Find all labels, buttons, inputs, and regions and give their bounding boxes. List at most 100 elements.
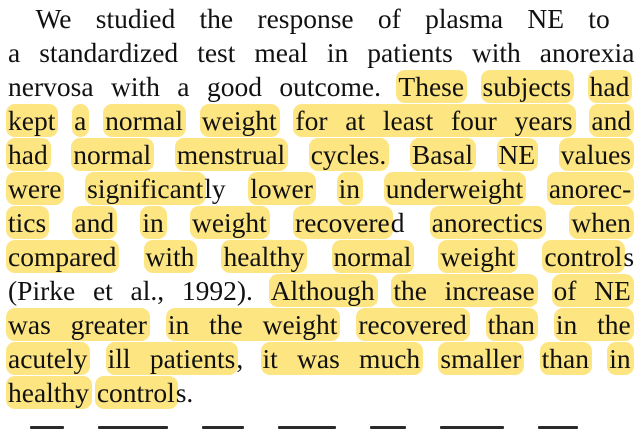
plain-text [572, 71, 589, 102]
highlighted-text: in [336, 172, 363, 205]
highlighted-text: tics [6, 206, 50, 239]
plain-text [387, 139, 412, 170]
highlighted-text: menstrual [174, 138, 289, 171]
highlighted-text: with [143, 240, 198, 273]
highlighted-text: normal [71, 138, 155, 171]
highlighted-text: had [6, 138, 51, 171]
plain-text [361, 173, 386, 204]
plain-text: ly [204, 173, 251, 204]
plain-text [536, 139, 561, 170]
plain-text [338, 309, 358, 340]
highlighted-text: compared [6, 240, 120, 273]
highlighted-text: had [587, 70, 633, 103]
plain-text [148, 309, 168, 340]
highlighted-text: kept [6, 104, 59, 137]
plain-text [195, 241, 223, 272]
text-line: (Pirke et al., 1992). Although the incre… [8, 274, 634, 308]
plain-text: s [623, 241, 635, 272]
text-line: compared with healthy normal weight cont… [6, 240, 635, 274]
plain-text [49, 139, 74, 170]
plain-text [522, 343, 541, 374]
highlighted-text: Basal [409, 138, 476, 171]
highlighted-text: normal [103, 104, 187, 137]
plain-text [376, 275, 394, 306]
text-line: were significantly lower in underweight … [6, 172, 635, 206]
plain-text [516, 241, 544, 272]
highlighted-text: recovered [356, 308, 470, 341]
highlighted-text: acutely [6, 342, 91, 375]
plain-text [47, 207, 74, 238]
highlighted-text: than [539, 342, 592, 375]
plain-text [465, 71, 482, 102]
highlighted-text: subjects [480, 70, 575, 103]
highlighted-text: healthy [221, 240, 308, 273]
plain-text: We studied the response of plasma NE to [8, 3, 610, 34]
plain-text [305, 241, 333, 272]
text-line: acutely ill patients, it was much smalle… [6, 342, 634, 376]
highlighted-text: significant [85, 172, 207, 205]
highlighted-text: smaller [438, 342, 525, 375]
plain-text: a standardized test meal in patients wit… [8, 37, 635, 68]
highlighted-text: anorec- [546, 172, 635, 205]
text-line: We studied the response of plasma NE to [8, 2, 610, 36]
plain-text [468, 309, 488, 340]
plain-text: nervosa with a good outcome. [8, 71, 399, 102]
plain-text [184, 105, 202, 136]
plain-text [421, 343, 440, 374]
text-line: was greater in the weight recovered than… [6, 308, 634, 342]
highlighted-text: weight [438, 240, 519, 273]
highlighted-text: NE [496, 138, 539, 171]
plain-text: (Pirke et al., 1992). [8, 275, 271, 306]
highlighted-text: cycles. [308, 138, 390, 171]
highlighted-text: a [72, 104, 90, 137]
plain-text [56, 105, 74, 136]
text-line: nervosa with a good outcome. These subje… [8, 70, 633, 104]
highlighted-text: normal [331, 240, 415, 273]
highlighted-text: in [140, 206, 167, 239]
plain-text [590, 343, 609, 374]
highlighted-text: These [396, 70, 468, 103]
text-line: kept a normal weight for at least four y… [6, 104, 635, 138]
highlighted-text: and [72, 206, 118, 239]
text-line: had normal menstrual cycles. Basal NE va… [6, 138, 634, 172]
plain-text [268, 207, 295, 238]
highlighted-text: recovere [293, 206, 393, 239]
highlighted-text: it was much [260, 342, 424, 375]
plain-text [474, 139, 499, 170]
plain-text [536, 275, 554, 306]
highlighted-text: values [558, 138, 634, 171]
plain-text [544, 207, 571, 238]
plain-text [117, 241, 145, 272]
highlighted-text: in [607, 342, 634, 375]
plain-text: s. [175, 377, 194, 408]
plain-text [524, 173, 549, 204]
plain-text: d [390, 207, 432, 238]
highlighted-text: in the weight [165, 308, 341, 341]
highlighted-text: of NE [551, 274, 634, 307]
plain-text [87, 105, 105, 136]
highlighted-text: when [569, 206, 634, 239]
text-line: tics and in weight recovered anorectics … [6, 206, 634, 240]
cut-off-next-line [30, 426, 630, 434]
plain-text [152, 139, 177, 170]
highlighted-text: anorectics [429, 206, 547, 239]
plain-text [314, 173, 339, 204]
highlighted-text: the increase [391, 274, 538, 307]
highlighted-text: Although [268, 274, 378, 307]
highlighted-text: control [542, 240, 626, 273]
text-line: healthy controls. [6, 376, 194, 410]
plain-text [574, 105, 592, 136]
highlighted-text: weight [189, 206, 270, 239]
highlighted-text: weight [199, 104, 280, 137]
plain-text [278, 105, 296, 136]
plain-text [62, 173, 87, 204]
plain-text [412, 241, 440, 272]
highlighted-text: healthy [6, 376, 92, 409]
highlighted-text: were [6, 172, 65, 205]
plain-text: , [236, 343, 263, 374]
text-line: a standardized test meal in patients wit… [8, 36, 634, 70]
plain-text [286, 139, 311, 170]
plain-text [90, 377, 97, 408]
highlighted-text: lower [248, 172, 316, 205]
